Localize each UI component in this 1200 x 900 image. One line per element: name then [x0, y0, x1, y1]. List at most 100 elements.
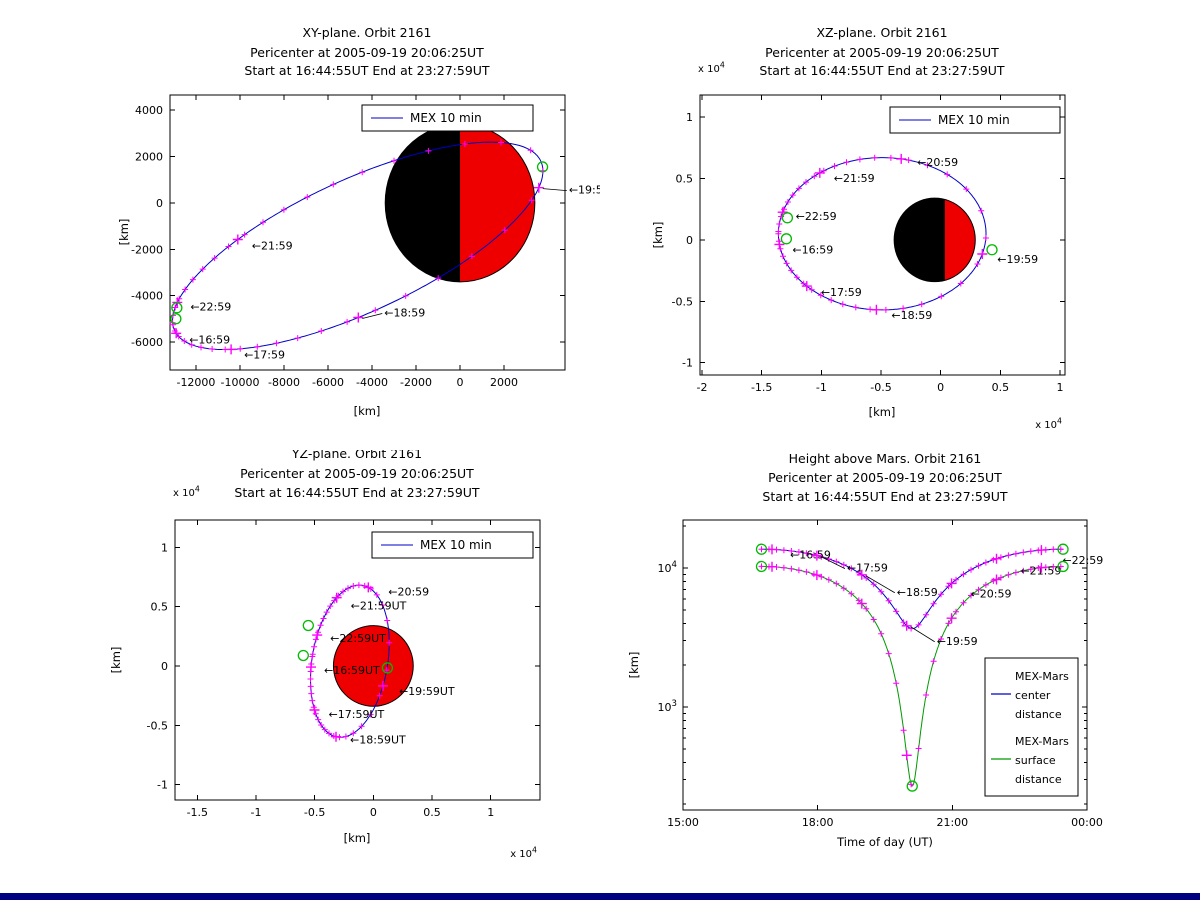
title-line: Start at 16:44:55UT End at 23:27:59UT: [244, 63, 489, 78]
ten-minute-markers: [169, 139, 546, 353]
time-annotation: ←16:59UT: [324, 664, 380, 677]
time-annotation: ←18:59: [891, 309, 932, 322]
start-marker-circle: [297, 649, 309, 662]
legend-label: MEX 10 min: [420, 538, 492, 552]
ten-minute-markers: [307, 582, 393, 741]
time-annotation: ←22:59UT: [330, 632, 386, 645]
end-marker-circle: [780, 233, 793, 245]
x-tick-label: 0: [370, 806, 377, 819]
x-axis-label: Time of day (UT): [836, 835, 933, 849]
x-tick-label: -4000: [356, 376, 388, 389]
time-annotation: ←22:59: [190, 300, 231, 313]
chart-titles: Height above Mars. Orbit 2161 Pericenter …: [762, 451, 1007, 504]
y-axis-label: [km]: [117, 219, 131, 246]
title-line: XY-plane. Orbit 2161: [303, 25, 432, 40]
y-axis: 4000 2000 0 -2000 -4000 -6000: [131, 104, 565, 349]
time-annotation: ←17:59UT: [329, 708, 385, 721]
start-end-circles: [170, 161, 549, 325]
y-tick-label: -0.5: [147, 719, 168, 732]
y-axis-label: [km]: [651, 222, 665, 249]
ten-minute-markers: [775, 154, 989, 313]
time-annotation: ←17:59: [847, 562, 888, 575]
y-axis-label: [km]: [109, 647, 123, 674]
time-annotation: ←21:59: [834, 172, 875, 185]
time-annotation: ←20:59: [388, 585, 429, 598]
time-annotation: ←19:59: [569, 184, 600, 197]
y-tick-label: 2000: [135, 150, 163, 163]
exponent-label: x 104: [1035, 417, 1062, 432]
peri-marker-circle: [381, 662, 394, 674]
axes-box: [699, 94, 1066, 376]
axes-box: [169, 94, 566, 371]
y-tick-label: 0: [156, 197, 163, 210]
title-line: Start at 16:44:55UT End at 23:27:59UT: [762, 489, 1007, 504]
x-tick-label: 0: [457, 376, 464, 389]
peri-marker-circle: [906, 780, 918, 792]
y-axis: 1 0.5 0 -0.5 -1: [147, 541, 540, 792]
x-tick-label: 2000: [490, 376, 518, 389]
title-line: Height above Mars. Orbit 2161: [789, 451, 982, 466]
y-tick-label: 0.5: [151, 601, 169, 614]
time-annotation: ←18:59: [384, 306, 425, 319]
x-tick-label: 0: [937, 381, 944, 394]
start-marker-circle: [755, 560, 768, 573]
axis-exponent: x 104: [510, 846, 537, 861]
legend: MEX 10 min: [889, 106, 1061, 134]
title-line: Pericenter at 2005-09-19 20:06:25UT: [768, 470, 1002, 485]
y-tick-label: 0: [161, 660, 168, 673]
chart-titles: XY-plane. Orbit 2161 Pericenter at 2005-0…: [244, 25, 489, 78]
y-axis: 104 103: [658, 525, 1087, 805]
x-tick-label: -10000: [220, 376, 259, 389]
end-marker-circle: [171, 302, 183, 314]
start-end-circles: [780, 212, 998, 256]
x-tick-label: 00:00: [1071, 816, 1103, 829]
x-tick-label: -1.5: [187, 806, 208, 819]
time-annotation: ←17:59: [821, 286, 862, 299]
y-tick-label: 0: [686, 234, 693, 247]
time-annotation: ←22:59: [796, 210, 837, 223]
legend: MEX 10 min: [371, 531, 534, 559]
time-annotation: ←17:59: [244, 348, 285, 361]
legend-label: distance: [1015, 708, 1062, 721]
x-tick-label: -2000: [400, 376, 432, 389]
y-axis-label: [km]: [627, 652, 641, 679]
time-annotation: ←19:59UT: [399, 685, 455, 698]
time-annotation: ←21:59UT: [351, 600, 407, 613]
peri-marker-circle: [986, 244, 998, 256]
time-annotation: ←20:59: [917, 156, 958, 169]
axis-exponent: x 104: [698, 61, 725, 76]
x-tick-label: -1: [250, 806, 261, 819]
x-axis: -1.5 -1 -0.5 0 0.5 1 [km]: [187, 520, 494, 845]
x-axis-label: [km]: [869, 405, 896, 419]
x-tick-label: -12000: [176, 376, 215, 389]
x-tick-label: 1: [1056, 381, 1063, 394]
y-tick-label: 1: [686, 111, 693, 124]
y-tick-label: -0.5: [672, 295, 693, 308]
x-tick-label: 0.5: [992, 381, 1010, 394]
time-annotation: ←16:59: [790, 548, 831, 561]
subplot-yz-plane: YZ-plane. Orbit 2161 Pericenter at 2005-0…: [109, 450, 541, 861]
x-axis: -2 -1.5 -1 -0.5 0 0.5 1 [km]: [697, 95, 1063, 419]
y-axis-label: [km]: [109, 647, 123, 674]
time-annotation: ←22:59: [1062, 554, 1103, 567]
curve-surface-distance: [761, 565, 1063, 787]
y-tick-label: -1: [682, 357, 693, 370]
y-axis-label: [km]: [651, 222, 665, 249]
axis-exponent: x 104: [1035, 417, 1062, 432]
subplot-height-above-mars: Height above Mars. Orbit 2161 Pericenter …: [627, 451, 1103, 849]
y-axis-label: [km]: [117, 219, 131, 246]
annotations: ←20:59 ←21:59UT ←22:59UT ←16:59UT ←19:59UT ←1…: [306, 582, 455, 747]
legend-label: center: [1015, 689, 1051, 702]
end-marker-circle: [1057, 543, 1069, 555]
time-annotation: ←16:59: [189, 333, 230, 346]
window-bottom-strip: [0, 893, 1200, 900]
chart-titles: YZ-plane. Orbit 2161 Pericenter at 2005-0…: [234, 450, 479, 500]
y-tick-label: -6000: [131, 336, 163, 349]
y-tick-label: -2000: [131, 243, 163, 256]
exponent-label: x 104: [173, 485, 200, 500]
x-tick-label: 18:00: [802, 816, 834, 829]
y-tick-label: -1: [157, 779, 168, 792]
y-tick-label: 0.5: [676, 173, 694, 186]
x-tick-label: -8000: [268, 376, 300, 389]
x-tick-label: -1.5: [751, 381, 772, 394]
